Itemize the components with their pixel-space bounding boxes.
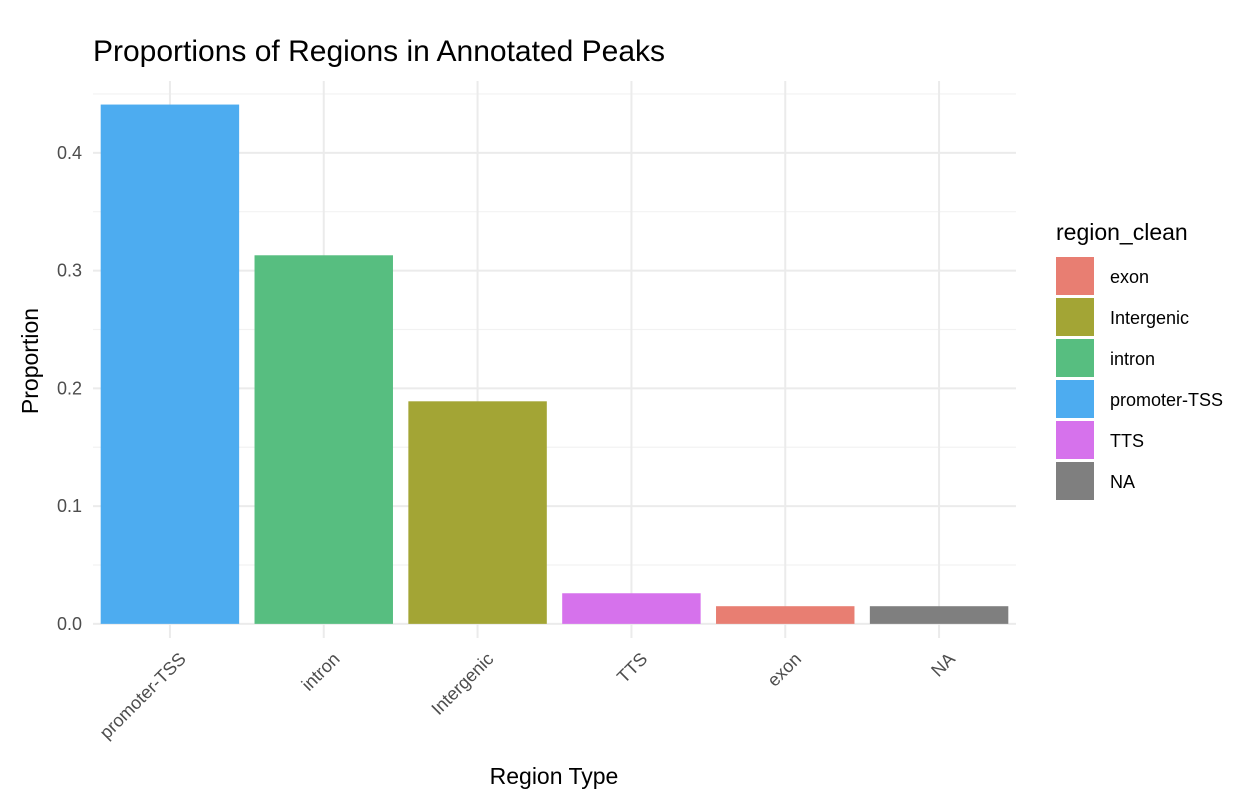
legend-key bbox=[1056, 257, 1094, 295]
y-tick-label: 0.2 bbox=[57, 378, 82, 398]
legend-key bbox=[1056, 298, 1094, 336]
legend-label: Intergenic bbox=[1110, 308, 1189, 328]
bar-na bbox=[869, 606, 1009, 624]
legend-label: TTS bbox=[1110, 431, 1144, 451]
legend-title: region_clean bbox=[1056, 219, 1188, 245]
bar-tts bbox=[562, 593, 701, 624]
legend-key bbox=[1056, 462, 1094, 500]
y-tick-label: 0.1 bbox=[57, 496, 82, 516]
x-axis-ticks: promoter-TSS intron Intergenic TTS exon NA bbox=[96, 649, 959, 743]
x-tick-label: NA bbox=[927, 649, 959, 681]
chart-title: Proportions of Regions in Annotated Peak… bbox=[93, 35, 665, 68]
legend: region_clean exon Intergenic intron promote… bbox=[1056, 219, 1223, 500]
x-tick-label: exon bbox=[763, 649, 805, 691]
x-axis-title: Region Type bbox=[490, 763, 619, 789]
bars bbox=[100, 104, 1009, 624]
bar-exon bbox=[716, 606, 855, 624]
y-tick-label: 0.0 bbox=[57, 614, 82, 634]
x-tick-label: Intergenic bbox=[427, 649, 497, 719]
legend-key bbox=[1056, 380, 1094, 418]
x-tick-label: promoter-TSS bbox=[96, 649, 190, 743]
legend-key bbox=[1056, 421, 1094, 459]
bar-intron bbox=[254, 255, 393, 624]
y-axis-title: Proportion bbox=[17, 308, 43, 414]
legend-label: promoter-TSS bbox=[1110, 390, 1223, 410]
bar-promoter-tss bbox=[100, 104, 240, 624]
legend-label: exon bbox=[1110, 267, 1149, 287]
legend-label: intron bbox=[1110, 349, 1155, 369]
legend-label: NA bbox=[1110, 472, 1135, 492]
legend-key bbox=[1056, 339, 1094, 377]
x-tick-label: intron bbox=[298, 649, 344, 695]
y-tick-label: 0.3 bbox=[57, 261, 82, 281]
y-axis-ticks: 0.0 0.1 0.2 0.3 0.4 bbox=[57, 143, 82, 634]
x-tick-label: TTS bbox=[613, 649, 651, 687]
y-tick-label: 0.4 bbox=[57, 143, 82, 163]
bar-intergenic bbox=[408, 401, 547, 624]
